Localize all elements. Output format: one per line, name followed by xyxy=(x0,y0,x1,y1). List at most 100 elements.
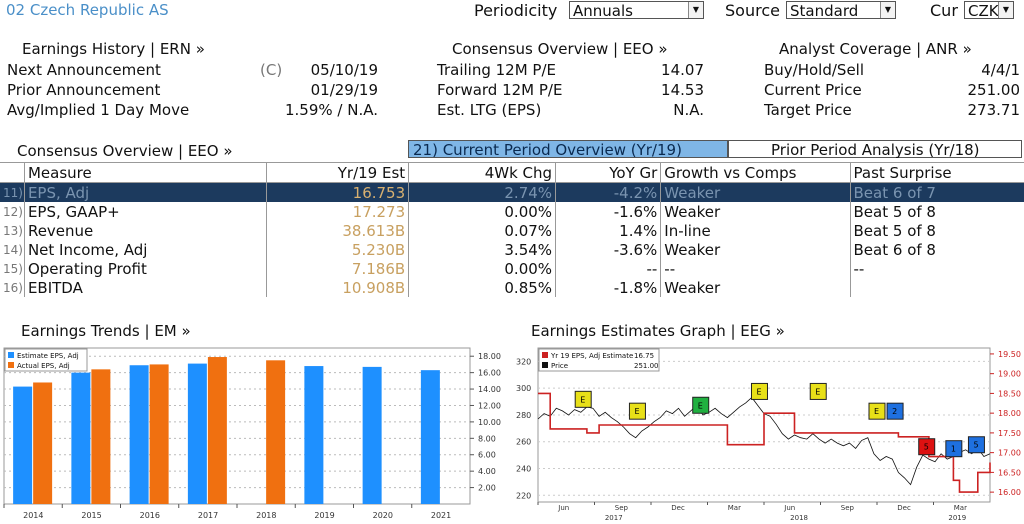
earnings-history-title[interactable]: Earnings History | ERN » xyxy=(22,40,205,58)
measure-cell[interactable]: Net Income, Adj xyxy=(23,240,267,259)
tab-current-period[interactable]: 21) Current Period Overview (Yr/19) xyxy=(408,140,728,159)
consensus-overview-title[interactable]: Consensus Overview | EEO » xyxy=(452,40,668,58)
growth-cell: Weaker xyxy=(660,182,851,202)
event-marker-label: E xyxy=(634,407,639,416)
co-label: Est. LTG (EPS) xyxy=(437,101,542,119)
measure-cell[interactable]: Operating Profit xyxy=(23,259,267,278)
growth-cell: Weaker xyxy=(660,240,851,259)
y-tick-label: 12.00 xyxy=(478,401,501,410)
surprise-cell: Beat 6 of 8 xyxy=(849,240,1024,259)
earnings-estimates-chart: 220 240 260 280 300 320 16.00 16.50 17.00 17.50 18… xyxy=(516,347,1021,522)
source-select[interactable]: Standard ▼ xyxy=(786,1,896,20)
event-marker-label: 2 xyxy=(892,407,897,416)
right-tick-label: 18.50 xyxy=(998,389,1021,398)
col-header-growth-vs-comps[interactable]: Growth vs Comps xyxy=(660,162,851,183)
co-value: 14.07 xyxy=(661,61,704,79)
col-header-measure[interactable]: Measure xyxy=(23,162,267,183)
table-row[interactable]: 16) EBITDA 10.908B 0.85% -1.8% Weaker xyxy=(0,278,1024,297)
source-value: Standard xyxy=(790,2,859,20)
table-row[interactable]: 14) Net Income, Adj 5.230B 3.54% -3.6% Weaker… xyxy=(0,240,1024,259)
bar-estimate xyxy=(304,366,324,504)
estimate-cell: 16.753 xyxy=(266,182,409,202)
periodicity-value: Annuals xyxy=(573,2,633,20)
surprise-cell: -- xyxy=(849,259,1024,278)
eh-label: Prior Announcement xyxy=(7,81,161,99)
currency-value: CZK xyxy=(968,2,999,20)
yoy-gr-cell: -- xyxy=(555,259,661,278)
event-marker xyxy=(574,390,592,408)
col-header-4wk-chg[interactable]: 4Wk Chg xyxy=(408,162,556,183)
event-marker xyxy=(692,396,710,414)
event-marker-label: E xyxy=(580,395,585,404)
earnings-estimates-title[interactable]: Earnings Estimates Graph | EEG » xyxy=(531,322,785,340)
legend-label: Estimate EPS, Adj xyxy=(17,352,79,360)
periodicity-label: Periodicity xyxy=(474,1,558,20)
tab-prior-period[interactable]: Prior Period Analysis (Yr/18) xyxy=(728,140,1022,159)
month-label: Mar xyxy=(954,504,967,512)
yoy-gr-cell: -4.2% xyxy=(555,182,661,202)
x-tick-label: 2020 xyxy=(373,511,393,520)
legend-label: Price xyxy=(551,362,568,370)
security-title: 02 Czech Republic AS xyxy=(6,1,169,19)
bar-estimate xyxy=(13,386,33,504)
consensus-table-title[interactable]: Consensus Overview | EEO » xyxy=(17,142,233,160)
eh-label: Avg/Implied 1 Day Move xyxy=(7,101,190,119)
row-index: 11) xyxy=(0,182,25,202)
analyst-coverage-title[interactable]: Analyst Coverage | ANR » xyxy=(779,40,972,58)
right-tick-label: 17.00 xyxy=(998,449,1021,458)
right-tick-label: 17.50 xyxy=(998,429,1021,438)
event-marker xyxy=(868,402,886,420)
chevron-down-icon[interactable]: ▼ xyxy=(998,2,1013,18)
eh-value: 1.59% / N.A. xyxy=(285,101,378,119)
x-tick-label: 2014 xyxy=(23,511,43,520)
col-header-estimate[interactable]: Yr/19 Est xyxy=(266,162,409,183)
earnings-trends-title[interactable]: Earnings Trends | EM » xyxy=(21,322,191,340)
bar-estimate xyxy=(420,370,440,504)
4wk-chg-cell: 0.00% xyxy=(408,259,556,278)
measure-cell[interactable]: Revenue xyxy=(23,221,267,240)
month-label: Sep xyxy=(841,504,855,512)
yoy-gr-cell: 1.4% xyxy=(555,221,661,240)
growth-cell: In-line xyxy=(660,221,851,240)
periodicity-select[interactable]: Annuals ▼ xyxy=(569,1,704,20)
bar-actual xyxy=(207,357,227,504)
table-row[interactable]: 11) EPS, Adj 16.753 2.74% -4.2% Weaker Beat 6 … xyxy=(0,182,1024,202)
measure-cell[interactable]: EPS, Adj xyxy=(23,182,267,202)
chevron-down-icon[interactable]: ▼ xyxy=(688,2,703,18)
4wk-chg-cell: 2.74% xyxy=(408,182,556,202)
ac-value: 273.71 xyxy=(967,101,1021,119)
growth-cell: Weaker xyxy=(660,278,851,297)
estimate-cell: 17.273 xyxy=(266,202,409,221)
measure-cell[interactable]: EBITDA xyxy=(23,278,267,297)
measure-cell[interactable]: EPS, GAAP+ xyxy=(23,202,267,221)
left-tick-label: 320 xyxy=(516,357,531,366)
4wk-chg-cell: 0.00% xyxy=(408,202,556,221)
co-label: Trailing 12M P/E xyxy=(437,61,556,79)
event-marker-label: E xyxy=(815,387,820,396)
currency-select[interactable]: CZK ▼ xyxy=(964,1,1014,20)
right-tick-label: 18.00 xyxy=(998,409,1021,418)
legend-label: Actual EPS, Adj xyxy=(17,362,70,370)
estimate-cell: 10.908B xyxy=(266,278,409,297)
table-row[interactable]: 15) Operating Profit 7.186B 0.00% -- -- -- xyxy=(0,259,1024,278)
x-tick-label: 2021 xyxy=(431,511,451,520)
right-tick-label: 19.50 xyxy=(998,350,1021,359)
event-marker-label: E xyxy=(874,407,879,416)
year-label: 2019 xyxy=(948,514,966,522)
month-label: Jun xyxy=(783,504,795,512)
table-row[interactable]: 13) Revenue 38.613B 0.07% 1.4% In-line Beat 5 … xyxy=(0,221,1024,240)
month-label: Dec xyxy=(897,504,911,512)
event-marker xyxy=(945,440,963,458)
chevron-down-icon[interactable]: ▼ xyxy=(880,2,895,18)
bar-actual xyxy=(33,382,53,504)
source-label: Source xyxy=(725,1,780,20)
surprise-cell: Beat 6 of 7 xyxy=(849,182,1024,202)
col-header-past-surprise[interactable]: Past Surprise xyxy=(849,162,1024,183)
x-tick-label: 2016 xyxy=(140,511,160,520)
table-row[interactable]: 12) EPS, GAAP+ 17.273 0.00% -1.6% Weaker Beat … xyxy=(0,202,1024,221)
bar-estimate xyxy=(71,372,91,504)
col-header-yoy-gr[interactable]: YoY Gr xyxy=(555,162,661,183)
co-label: Forward 12M P/E xyxy=(437,81,563,99)
right-tick-label: 16.00 xyxy=(998,488,1021,497)
estimate-cell: 5.230B xyxy=(266,240,409,259)
